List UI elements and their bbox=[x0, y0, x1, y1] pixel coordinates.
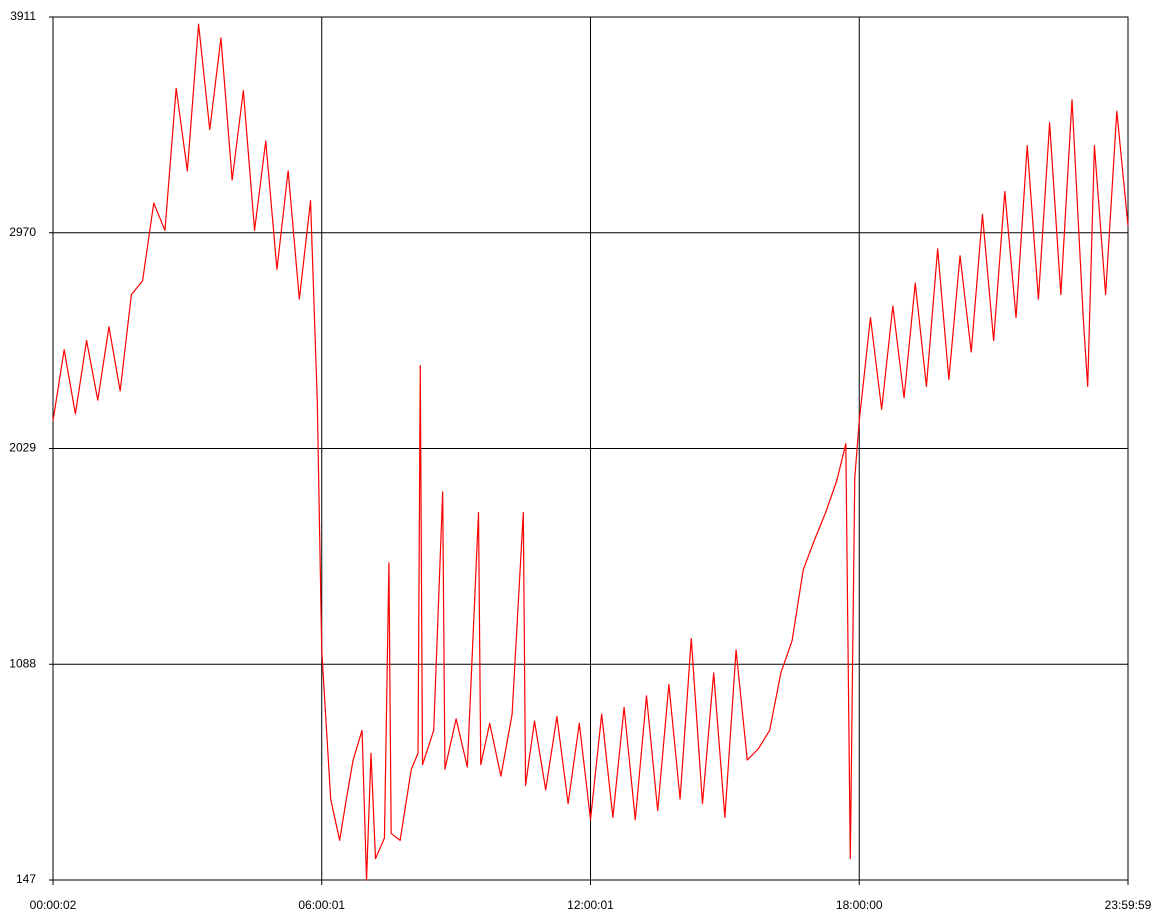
y-tick-label: 2970 bbox=[9, 225, 36, 239]
x-tick-label: 18:00:00 bbox=[836, 898, 883, 912]
x-tick-label: 12:00:01 bbox=[567, 898, 614, 912]
x-tick-label: 00:00:02 bbox=[30, 898, 77, 912]
y-tick-label: 3911 bbox=[10, 9, 36, 23]
x-tick-label: 23:59:59 bbox=[1105, 898, 1152, 912]
y-tick-label: 147 bbox=[16, 872, 36, 886]
data-line bbox=[52, 23, 1129, 881]
x-tick-label: 06:00:01 bbox=[298, 898, 345, 912]
y-tick-label: 2029 bbox=[9, 441, 36, 455]
y-tick-label: 1088 bbox=[9, 656, 36, 670]
